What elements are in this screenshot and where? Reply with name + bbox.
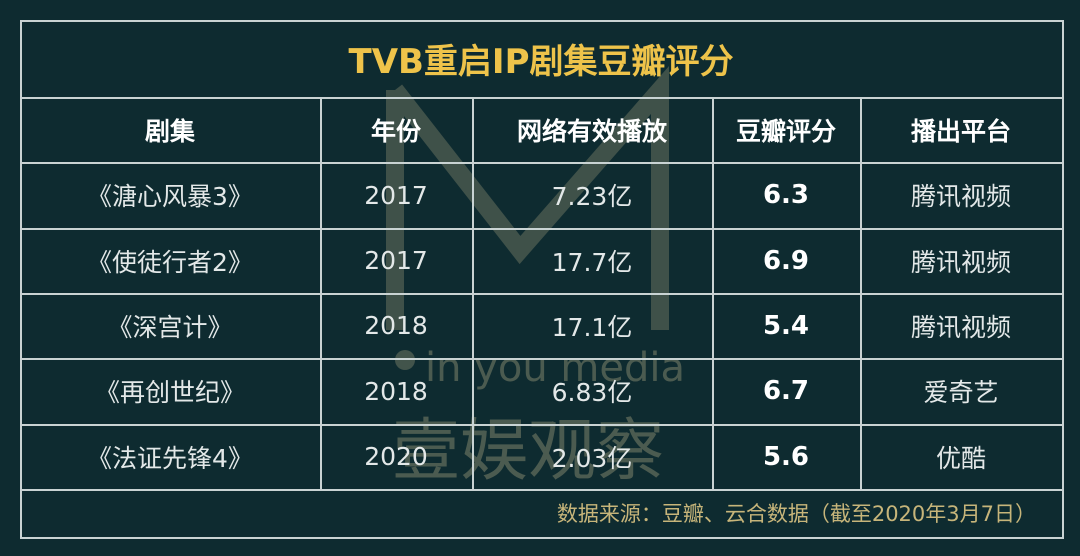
row-border bbox=[20, 424, 1064, 426]
table-cell: 优酷 bbox=[935, 443, 986, 473]
header-cell: 豆瓣评分 bbox=[735, 116, 836, 146]
table-cell: 7.23亿 bbox=[551, 182, 633, 211]
table-cell: 2017 bbox=[364, 246, 428, 275]
row-border bbox=[20, 489, 1064, 491]
row-border bbox=[20, 228, 1064, 230]
table-cell: 6.7 bbox=[762, 376, 810, 406]
table-cell: 6.83亿 bbox=[551, 378, 633, 407]
table-cell: 《法证先锋4》 bbox=[87, 443, 253, 473]
table-cell: 2018 bbox=[364, 376, 428, 406]
table-cell: 2018 bbox=[364, 311, 428, 340]
table-cell: 腾讯视频 bbox=[910, 182, 1011, 211]
table-cell: 2.03亿 bbox=[551, 443, 633, 473]
table-cell: 5.6 bbox=[762, 441, 810, 472]
header-cell: 播出平台 bbox=[910, 116, 1011, 146]
row-border bbox=[20, 537, 1064, 539]
row-border bbox=[20, 293, 1064, 295]
table-cell: 《深宫计》 bbox=[107, 312, 233, 342]
outer-border bbox=[1062, 20, 1064, 539]
table-cell: 《使徒行者2》 bbox=[87, 247, 253, 277]
table-cell: 6.3 bbox=[762, 180, 810, 210]
table-cell: 《溏心风暴3》 bbox=[87, 182, 253, 211]
table-cell: 6.9 bbox=[762, 245, 810, 276]
table-cell: 腾讯视频 bbox=[910, 312, 1011, 342]
col-border bbox=[472, 97, 474, 489]
row-border bbox=[20, 20, 1064, 22]
table-cell: 17.7亿 bbox=[551, 247, 633, 277]
col-border bbox=[860, 97, 862, 489]
table-cell: 《再创世纪》 bbox=[94, 378, 245, 407]
col-border bbox=[712, 97, 714, 489]
row-border bbox=[20, 97, 1064, 99]
row-border bbox=[20, 358, 1064, 360]
table-cell: 5.4 bbox=[762, 310, 810, 341]
watermark-tagline: in you media bbox=[425, 345, 685, 391]
header-cell: 剧集 bbox=[144, 116, 195, 146]
table-cell: 17.1亿 bbox=[551, 312, 633, 342]
table-cell: 2020 bbox=[364, 442, 428, 471]
col-border bbox=[320, 97, 322, 489]
table-title: TVB重启IP剧集豆瓣评分 bbox=[348, 42, 734, 82]
table-cell: 2017 bbox=[364, 180, 428, 210]
table-cell: 腾讯视频 bbox=[910, 247, 1011, 277]
table-cell: 爱奇艺 bbox=[923, 378, 999, 407]
row-border bbox=[20, 162, 1064, 164]
header-cell: 网络有效播放 bbox=[516, 116, 667, 146]
header-cell: 年份 bbox=[370, 116, 421, 146]
outer-border bbox=[20, 20, 22, 539]
source-note: 数据来源：豆瓣、云合数据（截至2020年3月7日） bbox=[556, 502, 1036, 526]
